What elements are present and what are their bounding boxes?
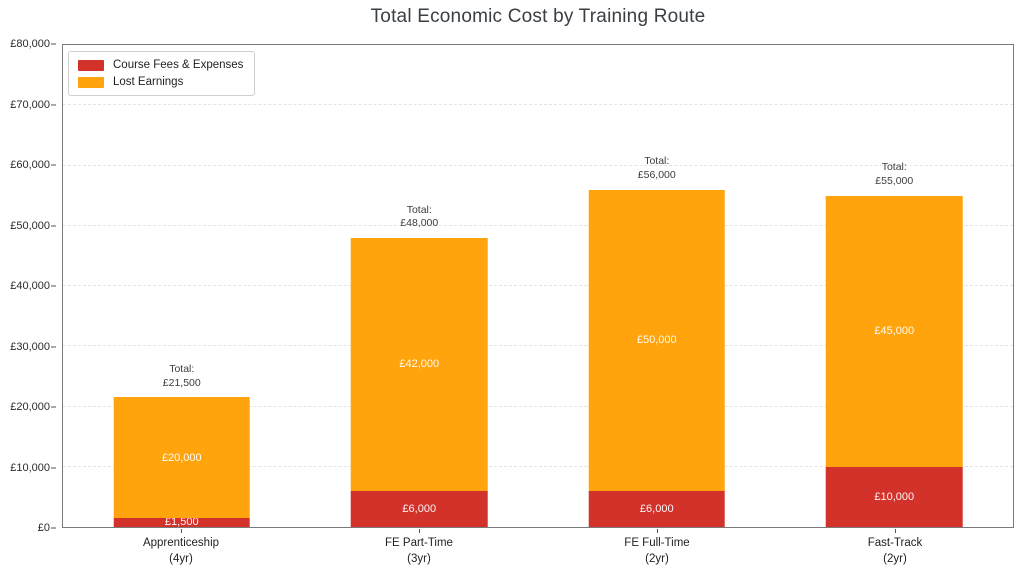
bar-slot: Total: £56,000 £6,000 £50,000: [538, 45, 776, 527]
x-category-slot: Fast-Track (2yr): [776, 529, 1014, 571]
x-category-slot: Apprenticeship (4yr): [62, 529, 300, 571]
bar-segment-fees: [113, 517, 251, 527]
gridline: [63, 164, 1013, 166]
x-tick-label-line2: (2yr): [883, 552, 907, 565]
x-tick-label: Fast-Track (2yr): [776, 536, 1014, 567]
total-annotation: Total: £56,000: [638, 155, 676, 182]
stacked-bar: £1,500 £20,000: [113, 45, 251, 528]
y-tick-mark: [51, 346, 56, 347]
gridline: [63, 405, 1013, 407]
total-annotation-value: £56,000: [637, 168, 676, 181]
total-annotation-prefix: Total:: [169, 363, 195, 376]
total-annotation-prefix: Total:: [406, 203, 432, 216]
legend-label: Lost Earnings: [113, 76, 184, 88]
y-tick-label: £10,000: [10, 461, 50, 474]
gridline: [63, 104, 1013, 106]
y-tick-label: £20,000: [10, 401, 50, 413]
total-annotation-value: £55,000: [875, 174, 914, 187]
bar-segment-fees: [588, 490, 726, 527]
gridline: [63, 465, 1013, 467]
x-tick-mark: [895, 529, 896, 533]
legend-item: Lost Earnings: [78, 76, 243, 88]
y-tick-mark: [51, 104, 56, 105]
bar-segment-earnings: [113, 397, 251, 518]
bar-segment-earnings: [825, 195, 963, 467]
legend-label: Course Fees & Expenses: [113, 59, 244, 71]
stacked-bar: £6,000 £42,000: [350, 45, 488, 527]
stacked-bar: £10,000 £45,000: [825, 45, 963, 527]
x-tick-label-line2: (2yr): [645, 552, 669, 565]
total-annotation-prefix: Total:: [881, 161, 907, 174]
x-tick-label-line2: (4yr): [169, 552, 193, 565]
y-tick-label: £50,000: [10, 219, 50, 232]
total-annotation: Total: £21,500: [163, 363, 201, 390]
x-tick-label: FE Full-Time (2yr): [538, 536, 776, 567]
y-tick-label: £0: [37, 522, 50, 534]
x-tick-label: FE Part-Time (3yr): [300, 536, 538, 567]
stacked-bar: £6,000 £50,000: [588, 45, 726, 527]
total-annotation-value: £21,500: [162, 376, 201, 389]
y-tick-mark: [51, 527, 56, 529]
y-tick-label: £40,000: [10, 280, 50, 292]
x-tick-label-line1: Fast-Track: [867, 537, 923, 549]
gridline: [63, 345, 1013, 347]
chart-title: Total Economic Cost by Training Route: [370, 6, 706, 27]
y-tick-label: £30,000: [10, 340, 50, 353]
x-tick-label-line1: FE Full-Time: [624, 537, 690, 549]
bar-segment-earnings: [350, 237, 488, 491]
y-tick-mark: [51, 467, 56, 468]
bar-segment-fees: [825, 466, 963, 527]
x-tick-mark: [419, 529, 420, 533]
y-tick-label: £80,000: [10, 38, 50, 50]
plot-area: Course Fees & Expenses Lost Earnings Tota…: [62, 44, 1014, 528]
y-axis: £0 £10,000 £20,000 £30,000 £40,000 £50,000 £60…: [0, 38, 56, 534]
legend: Course Fees & Expenses Lost Earnings: [68, 51, 256, 96]
y-tick-mark: [51, 225, 56, 226]
legend-swatch-fees: [78, 59, 104, 71]
y-tick-mark: [51, 43, 56, 45]
x-tick-label-line1: Apprenticeship: [142, 537, 220, 549]
x-tick-label-line2: (3yr): [407, 552, 431, 565]
total-annotation: Total: £55,000: [875, 161, 913, 188]
y-tick-mark: [51, 285, 56, 287]
gridline: [63, 285, 1013, 286]
total-annotation-prefix: Total:: [644, 155, 670, 168]
y-tick-label: £70,000: [10, 98, 50, 111]
bar-slot: Total: £55,000 £10,000 £45,000: [776, 45, 1014, 527]
y-tick-mark: [51, 164, 56, 166]
bar-slot: Total: £21,500 £1,500 £20,000: [63, 45, 301, 528]
x-tick-mark: [657, 529, 658, 533]
gridline: [63, 224, 1013, 226]
bar-segment-fees: [350, 490, 488, 527]
y-tick-label: £60,000: [10, 159, 50, 171]
y-tick-mark: [51, 406, 56, 408]
x-tick-label: Apprenticeship (4yr): [62, 536, 300, 567]
x-category-slot: FE Full-Time (2yr): [538, 529, 776, 571]
total-annotation: Total: £48,000: [400, 204, 438, 231]
x-tick-label-line1: FE Part-Time: [385, 537, 453, 549]
legend-swatch-earnings: [78, 76, 104, 88]
bar-slot: Total: £48,000 £6,000 £42,000: [301, 45, 539, 527]
x-tick-mark: [181, 529, 182, 533]
x-axis: Apprenticeship (4yr) FE Part-Time (3yr) FE F…: [62, 529, 1014, 571]
legend-item: Course Fees & Expenses: [78, 59, 243, 71]
total-annotation-value: £48,000: [400, 217, 439, 230]
x-category-slot: FE Part-Time (3yr): [300, 529, 538, 571]
bar-segment-earnings: [588, 189, 726, 491]
